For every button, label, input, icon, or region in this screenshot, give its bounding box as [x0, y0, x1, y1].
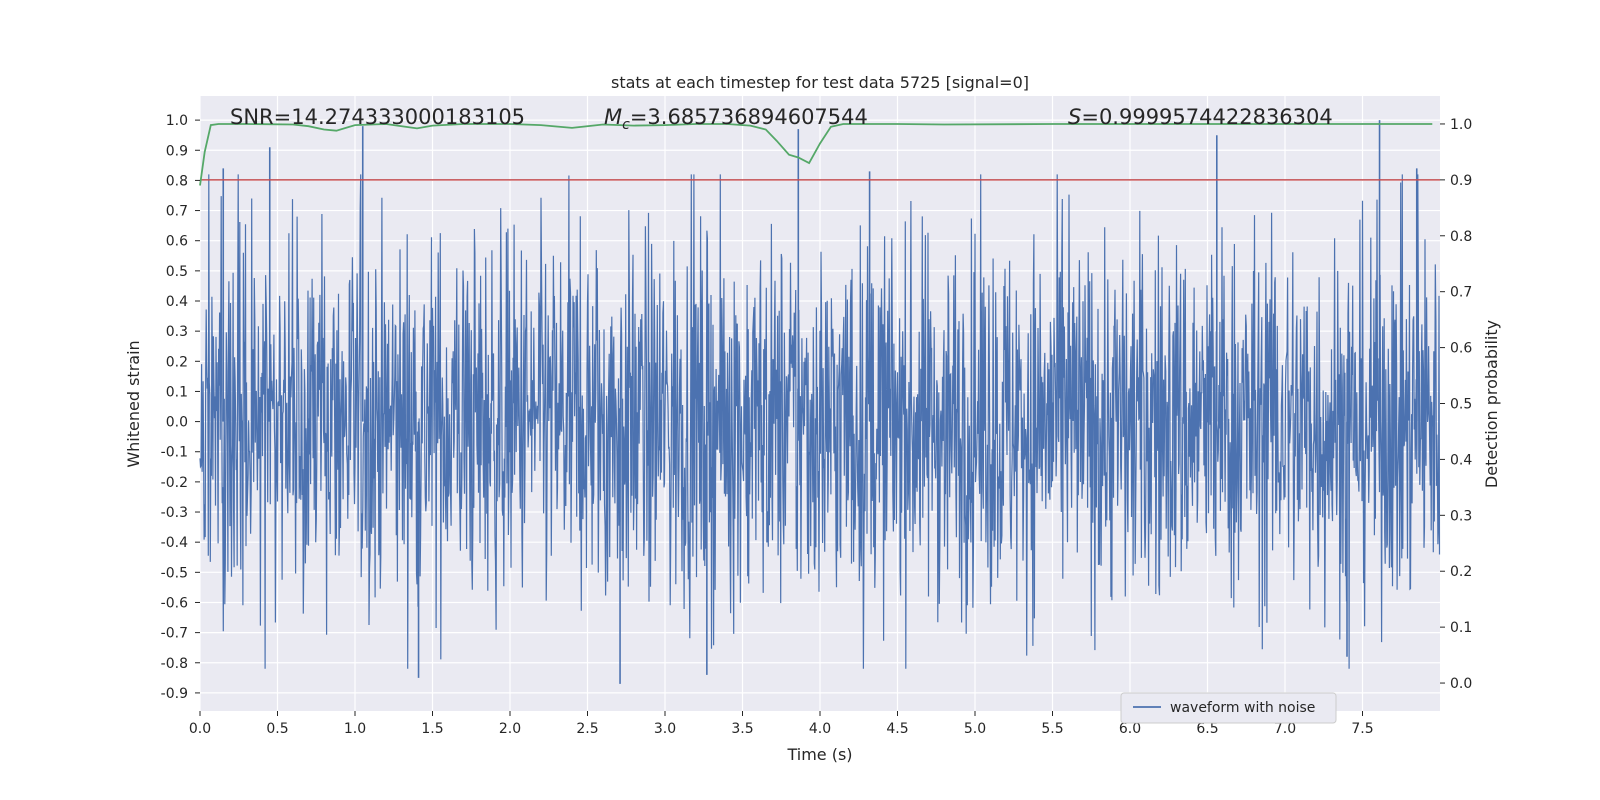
- x-tick-label: 2.0: [499, 721, 521, 737]
- chart-title: stats at each timestep for test data 572…: [611, 73, 1029, 92]
- y-tick-label: -0.6: [161, 595, 188, 611]
- right-y-tick-label: 0.5: [1450, 397, 1472, 413]
- detection-probability-series: [199, 123, 1433, 186]
- y-tick-label: 0.9: [166, 143, 188, 159]
- x-tick-label: 5.5: [1041, 721, 1063, 737]
- waveform-noise-path: [199, 174, 1441, 669]
- legend-label: waveform with noise: [1170, 700, 1315, 716]
- y-tick-label: 0.4: [166, 294, 188, 310]
- y-tick-label: -0.3: [161, 505, 188, 521]
- y-axis-label: Whitened strain: [124, 340, 143, 467]
- chirp-mass-value: =3.685736894607544: [630, 105, 868, 129]
- right-y-tick-label: 0.9: [1450, 173, 1472, 189]
- y-tick-label: -0.5: [161, 565, 188, 581]
- right-y-tick-label: 0.6: [1450, 341, 1472, 357]
- right-y-tick-label: 0.4: [1450, 452, 1472, 468]
- chirp-mass-annotation: Mc=3.685736894607544: [604, 105, 868, 133]
- y-tick-label: -0.2: [161, 475, 188, 491]
- right-y-tick-label: 0.8: [1450, 229, 1472, 245]
- y-tick-label: 0.6: [166, 234, 188, 250]
- s-symbol: S: [1068, 105, 1081, 129]
- y-tick-label: 0.8: [166, 173, 188, 189]
- right-y-tick-label: 0.1: [1450, 620, 1472, 636]
- legend: waveform with noise: [1120, 692, 1337, 724]
- snr-annotation: SNR=14.274333000183105: [230, 105, 525, 129]
- legend-box: [1120, 692, 1337, 724]
- x-tick-label: 4.0: [809, 721, 831, 737]
- right-y-tick-label: 0.0: [1450, 676, 1472, 692]
- x-tick-label: 7.0: [1274, 721, 1296, 737]
- x-axis-label: Time (s): [786, 745, 852, 764]
- y-tick-label: 0.1: [166, 384, 188, 400]
- x-tick-label: 1.5: [421, 721, 443, 737]
- s-value: =0.9999574422836304: [1081, 105, 1332, 129]
- x-tick-label: 3.5: [731, 721, 753, 737]
- x-tick-label: 0.5: [266, 721, 288, 737]
- y-tick-label: -0.9: [161, 686, 188, 702]
- x-tick-label: 6.0: [1119, 721, 1141, 737]
- right-y-tick-label: 0.3: [1450, 508, 1472, 524]
- y-tick-label: 0.5: [166, 264, 188, 280]
- y-tick-label: 0.7: [166, 204, 188, 220]
- y-tick-label: -0.1: [161, 445, 188, 461]
- x-tick-label: 0.0: [189, 721, 211, 737]
- x-tick-label: 4.5: [886, 721, 908, 737]
- x-tick-label: 2.5: [576, 721, 598, 737]
- y-tick-label: 0.0: [166, 415, 188, 431]
- y-tick-label: -0.7: [161, 626, 188, 642]
- y-tick-label: 0.2: [166, 354, 188, 370]
- chirp-mass-symbol: M: [604, 105, 622, 129]
- waveform-with-noise-series: [199, 120, 1441, 684]
- y-tick-label: -0.8: [161, 656, 188, 672]
- right-y-tick-label: 1.0: [1450, 117, 1472, 133]
- y-tick-label: 1.0: [166, 113, 188, 129]
- y-tick-label: 0.3: [166, 324, 188, 340]
- chirp-mass-subscript: c: [622, 117, 630, 133]
- x-tick-label: 5.0: [964, 721, 986, 737]
- x-tick-label: 1.0: [344, 721, 366, 737]
- x-tick-label: 3.0: [654, 721, 676, 737]
- y-tick-label: -0.4: [161, 535, 188, 551]
- x-tick-label: 7.5: [1351, 721, 1373, 737]
- x-tick-label: 6.5: [1196, 721, 1218, 737]
- snr-probability-annotation: S=0.9999574422836304: [1068, 105, 1333, 129]
- right-y-tick-label: 0.2: [1450, 564, 1472, 580]
- right-y-tick-label: 0.7: [1450, 285, 1472, 301]
- right-y-axis-label: Detection probability: [1482, 320, 1501, 488]
- axis-ticks: 0.0 0.5 1.0 1.5 2.0 2.5 3.0 3.5 4.0 4.5 5.0 5.5 6.0 6…: [161, 113, 1473, 737]
